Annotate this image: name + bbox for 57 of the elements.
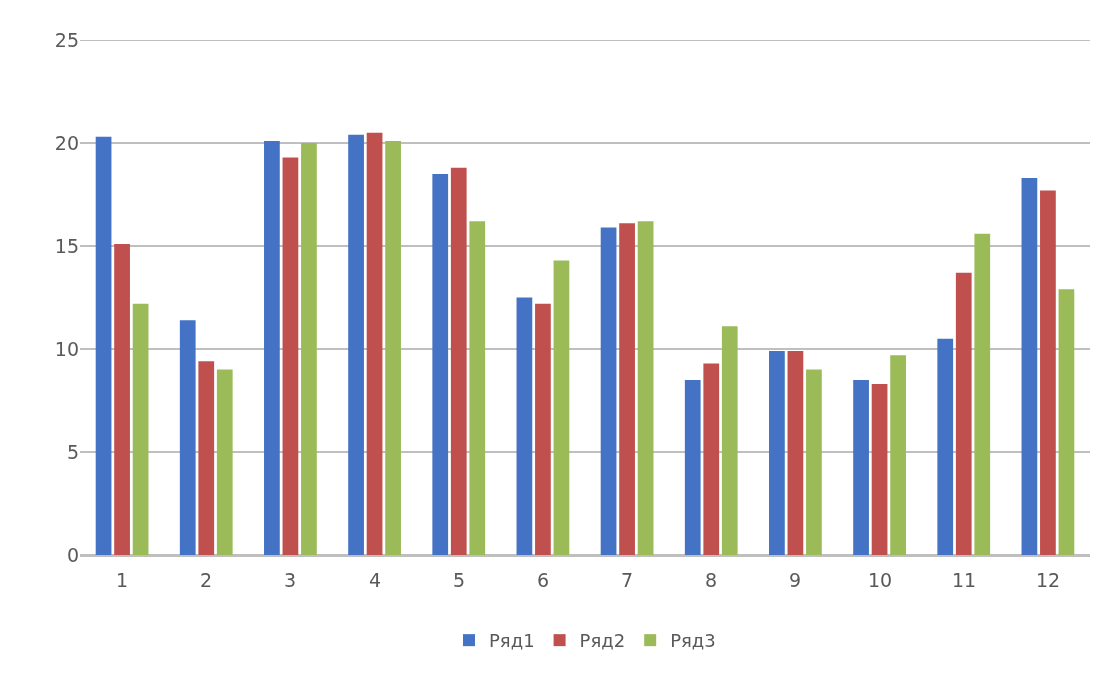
bar [806, 369, 822, 555]
bar [955, 272, 972, 555]
bar [348, 134, 364, 555]
bar [871, 384, 888, 555]
legend-label: Ряд2 [579, 630, 626, 652]
legend-label: Ряд3 [670, 630, 716, 652]
bar [703, 363, 720, 555]
bar [553, 260, 570, 555]
bar [853, 379, 869, 555]
bar [469, 221, 486, 555]
bar [1021, 178, 1038, 555]
x-tick-label: 2 [200, 569, 213, 591]
bar [366, 132, 383, 555]
bar [974, 233, 991, 555]
x-tick-label: 4 [369, 569, 382, 591]
bar [132, 303, 149, 555]
bar [264, 140, 280, 555]
bar [432, 173, 449, 555]
bar [600, 227, 617, 555]
bar [890, 355, 906, 555]
bar [769, 351, 785, 555]
bar [198, 361, 215, 555]
bar [179, 320, 196, 555]
x-tick-label: 9 [789, 569, 802, 591]
bar [114, 243, 130, 555]
y-tick-label: 0 [66, 543, 79, 566]
bar [787, 351, 804, 555]
bar [1058, 289, 1075, 555]
y-tick-label: 25 [54, 28, 79, 51]
bar [1040, 190, 1056, 555]
bar [216, 369, 233, 555]
x-tick-label: 1 [116, 569, 129, 591]
bar [937, 338, 954, 555]
bar [721, 326, 738, 555]
y-tick-label: 15 [54, 234, 79, 257]
y-tick-label: 10 [54, 337, 79, 360]
x-tick-label: 7 [621, 569, 634, 591]
bar [282, 157, 299, 555]
bar [95, 136, 112, 555]
bar [637, 221, 654, 555]
bar [619, 223, 635, 555]
bar [684, 379, 701, 555]
x-tick-label: 3 [284, 569, 297, 591]
bar [385, 140, 401, 555]
bar [450, 167, 467, 555]
bar [301, 143, 317, 555]
bar [516, 297, 533, 555]
y-tick-label: 20 [54, 131, 79, 154]
x-tick-label: 11 [952, 569, 977, 591]
legend-label: Ряд1 [489, 630, 535, 652]
y-tick-label: 5 [66, 440, 79, 463]
x-tick-label: 8 [705, 569, 718, 591]
bar [535, 303, 551, 555]
x-tick-label: 6 [537, 569, 550, 591]
x-tick-label: 12 [1036, 569, 1061, 591]
x-tick-label: 10 [868, 569, 893, 591]
x-tick-label: 5 [453, 569, 466, 591]
